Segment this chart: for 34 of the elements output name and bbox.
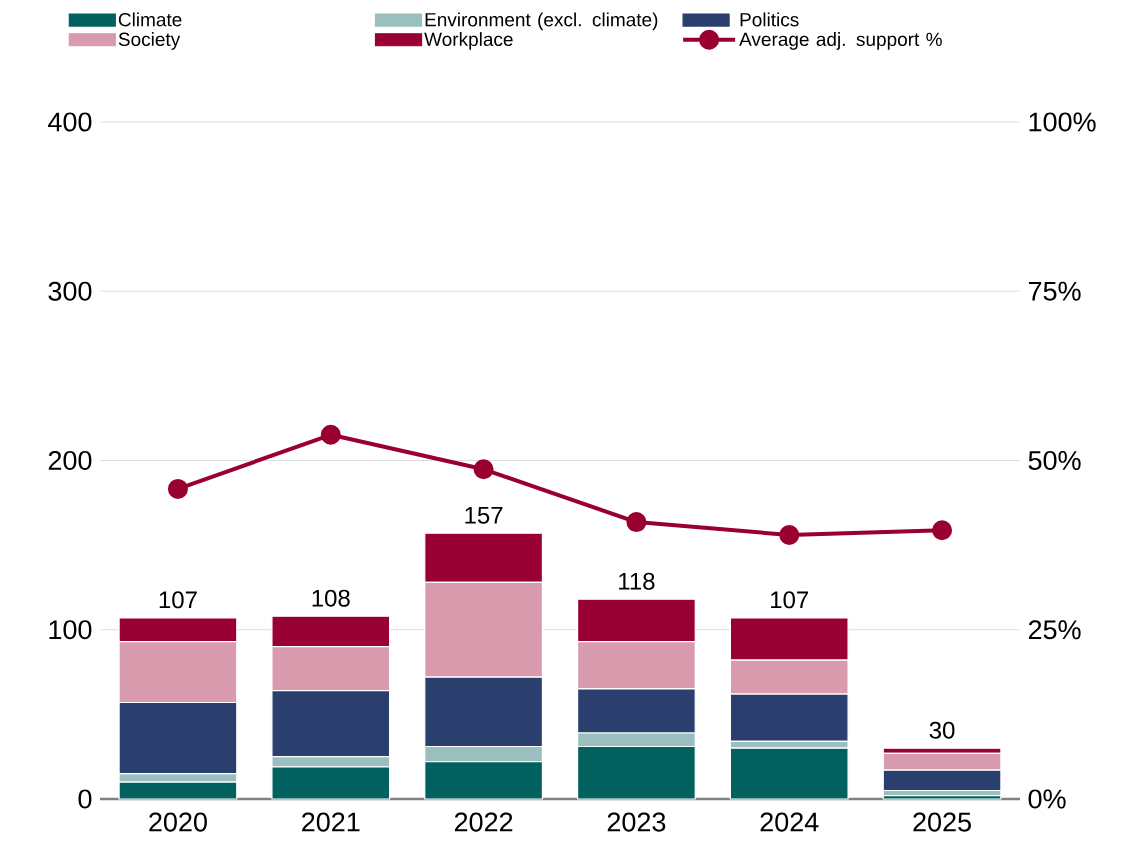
total-label: 118	[619, 572, 655, 590]
legend-label: Average adj. support %	[739, 32, 942, 50]
total-label: 157	[465, 506, 503, 524]
y-tick-label: 0	[78, 789, 92, 809]
legend-label: Society	[118, 32, 181, 50]
y2-tick-label: 100%	[1029, 112, 1096, 132]
point	[779, 524, 800, 545]
point	[473, 459, 494, 480]
y2-tick-label: 50%	[1028, 450, 1081, 471]
x-tick-label: 2021	[302, 812, 360, 832]
x-tick-label: 2023	[607, 812, 666, 832]
point	[932, 520, 953, 541]
x-tick-label: 2025	[913, 812, 971, 832]
y-tick-label: 300	[48, 281, 92, 301]
x-tick-label: 2022	[454, 812, 513, 832]
total-label: 30	[929, 721, 955, 739]
total-label: 108	[312, 589, 350, 607]
total-label: 107	[771, 591, 809, 609]
legend-label: Workplace	[424, 32, 513, 50]
total-label: 107	[159, 591, 197, 609]
y2-tick-label: 25%	[1028, 620, 1081, 640]
y2-tick-label: 0%	[1028, 789, 1066, 809]
legend-label: Climate	[118, 12, 182, 27]
point	[167, 478, 188, 499]
x-tick-label: 2020	[149, 812, 207, 832]
y-tick-label: 400	[48, 112, 92, 132]
legend-label: Environment (excl. climate)	[425, 12, 658, 31]
y2-tick-label: 75%	[1028, 281, 1081, 301]
y-tick-label: 200	[48, 450, 92, 471]
legend-label: Politics	[740, 12, 799, 27]
y-tick-label: 100	[49, 620, 92, 640]
point	[626, 512, 647, 533]
point	[320, 424, 341, 445]
x-tick-label: 2024	[760, 812, 819, 832]
